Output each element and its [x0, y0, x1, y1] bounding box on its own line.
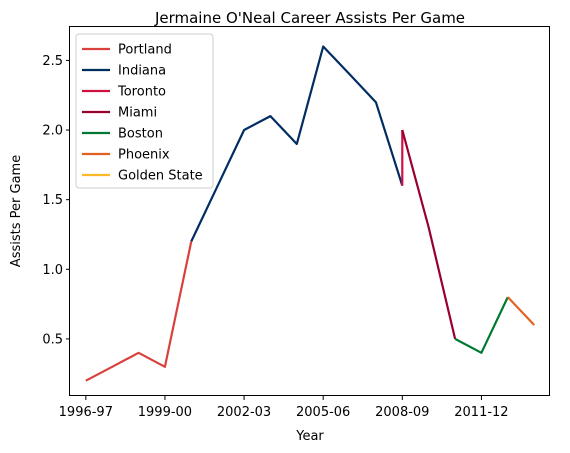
series-line-miami [402, 130, 455, 339]
y-tick-label: 2.5 [42, 54, 63, 69]
x-tick-label: 2005-06 [296, 405, 350, 420]
x-tick-label: 2008-09 [375, 405, 429, 420]
y-tick-label: 2.0 [42, 124, 63, 139]
x-tick-label: 2002-03 [217, 405, 271, 420]
series-line-portland [86, 241, 192, 380]
y-tick-label: 1.5 [42, 193, 63, 208]
y-axis: 0.5 1.0 1.5 2.0 2.5 [42, 54, 70, 347]
x-tick-label: 1999-00 [138, 405, 192, 420]
series-line-phoenix [508, 297, 534, 325]
legend-label-portland: Portland [118, 43, 172, 58]
x-axis-label: Year [295, 429, 324, 444]
series-line-indiana [191, 47, 402, 242]
chart-title: Jermaine O'Neal Career Assists Per Game [154, 9, 465, 27]
y-tick-label: 1.0 [42, 263, 63, 278]
x-tick-label: 2011-12 [454, 405, 508, 420]
legend-label-phoenix: Phoenix [118, 148, 170, 163]
y-tick-label: 0.5 [42, 332, 63, 347]
legend-label-boston: Boston [118, 127, 163, 142]
legend: Portland Indiana Toronto Miami Boston Phoenix… [76, 34, 213, 188]
series-line-boston [455, 297, 508, 353]
x-tick-label: 1996-97 [59, 405, 113, 420]
y-axis-label: Assists Per Game [9, 155, 24, 267]
legend-label-indiana: Indiana [118, 64, 166, 79]
legend-label-golden-state: Golden State [118, 169, 203, 184]
legend-label-miami: Miami [118, 106, 157, 121]
legend-label-toronto: Toronto [117, 85, 166, 100]
x-axis: 1996-97 1999-00 2002-03 2005-06 2008-09 2011-… [59, 396, 509, 420]
